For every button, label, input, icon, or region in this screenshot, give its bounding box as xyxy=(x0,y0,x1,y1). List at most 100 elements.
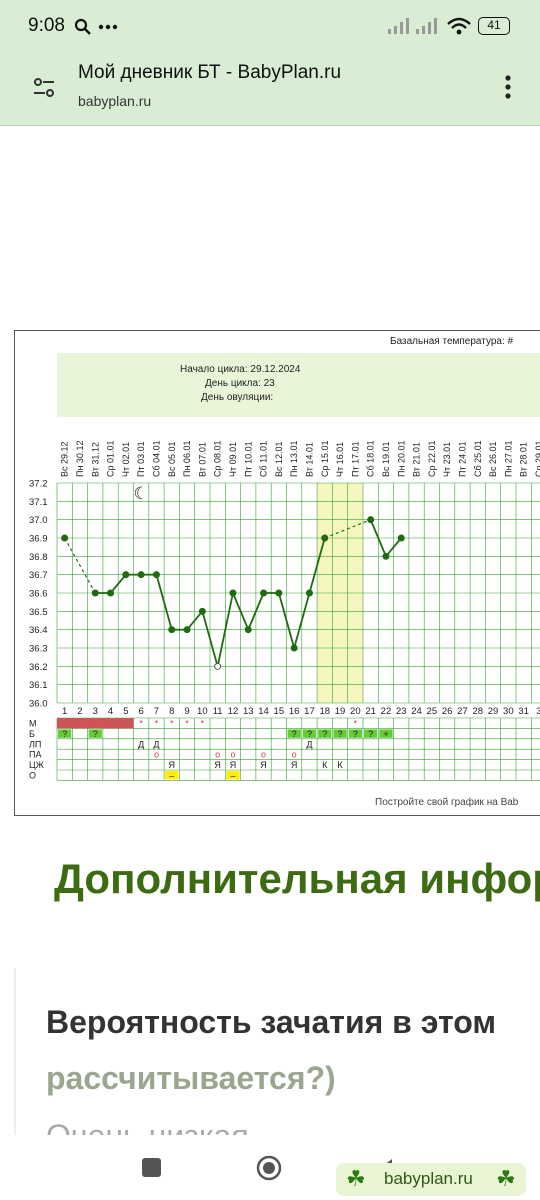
date-label: Пн 06.01 xyxy=(182,441,192,477)
row-mark: ? xyxy=(292,729,297,739)
day-number-label: 10 xyxy=(197,706,208,717)
card-question-continued: рассчитывается?) xyxy=(46,1060,336,1096)
menu-kebab-icon[interactable] xyxy=(504,74,512,100)
day-number-label: 30 xyxy=(503,706,514,717)
page-title[interactable]: Мой дневник БТ - BabyPlan.ru xyxy=(78,62,342,83)
y-tick-label: 36.7 xyxy=(29,570,48,581)
day-number-label: 11 xyxy=(213,706,223,717)
battery-level: 41 xyxy=(487,18,501,32)
row-mark: ? xyxy=(62,729,67,739)
row-label: ПА xyxy=(29,750,41,760)
row-mark: + xyxy=(383,729,388,739)
temperature-point xyxy=(367,516,375,524)
temperature-segment-dashed xyxy=(64,537,96,594)
y-tick-label: 36.2 xyxy=(29,662,48,673)
row-mark: Я xyxy=(214,760,221,770)
temperature-segment xyxy=(155,574,173,630)
mark-cell-bg xyxy=(165,771,179,780)
moon-icon: ☾ xyxy=(134,484,149,504)
page-url[interactable]: babyplan.ru xyxy=(78,93,152,109)
site-badge[interactable]: ☘ babyplan.ru ☘ xyxy=(336,1163,526,1196)
row-mark: Я xyxy=(169,760,176,770)
site-settings-icon[interactable] xyxy=(32,76,56,100)
date-label: Вс 05.01 xyxy=(167,441,177,477)
row-mark: o xyxy=(230,750,235,760)
temperature-segment xyxy=(247,592,265,631)
day-number-label: 25 xyxy=(427,706,438,717)
y-tick-label: 37.0 xyxy=(29,515,48,526)
day-number-label: 3 xyxy=(536,706,540,717)
temperature-point xyxy=(305,589,313,597)
temperature-point xyxy=(91,589,99,597)
date-label: Чт 23.01 xyxy=(442,442,452,477)
date-label: Вт 14.01 xyxy=(304,442,314,477)
row-label: ЦЖ xyxy=(29,760,45,770)
row-label: М xyxy=(29,719,37,729)
section-heading: Дополнительная инфор xyxy=(54,855,540,902)
row-mark: К xyxy=(322,760,328,770)
date-label: Пн 27.01 xyxy=(503,441,513,477)
temperature-segment xyxy=(369,519,387,557)
row-mark: Я xyxy=(230,760,237,770)
day-number-label: 19 xyxy=(335,706,346,717)
row-mark: Д xyxy=(306,739,312,749)
row-mark: Д xyxy=(153,739,159,749)
date-label: Пт 17.01 xyxy=(350,441,360,477)
card-question: Вероятность зачатия в этом xyxy=(46,1004,497,1040)
y-tick-label: 37.2 xyxy=(29,479,48,490)
day-number-label: 2 xyxy=(77,706,82,717)
chart-footer: Постройте свой график на Bab xyxy=(375,796,519,808)
mark-cell-bg xyxy=(88,729,102,738)
date-label: Вт 21.01 xyxy=(412,442,422,477)
temperature-segment xyxy=(385,537,402,557)
day-number-label: 13 xyxy=(243,706,254,717)
recents-button[interactable] xyxy=(142,1158,161,1177)
day-number-label: 18 xyxy=(319,706,330,717)
home-button[interactable] xyxy=(255,1154,283,1182)
signal-icon xyxy=(388,18,409,34)
y-tick-label: 36.4 xyxy=(29,625,48,636)
date-label: Сб 11.01 xyxy=(259,441,269,477)
row-mark: * xyxy=(155,719,159,729)
temperature-point xyxy=(107,589,115,597)
row-mark: Д xyxy=(138,739,144,749)
bbt-chart: Базальная температура: # Начало цикла: 2… xyxy=(14,330,540,816)
date-label: Вс 29.12 xyxy=(60,441,70,477)
clover-icon-right: ☘ xyxy=(496,1166,516,1191)
temperature-point xyxy=(168,626,176,634)
day-number-label: 28 xyxy=(472,706,483,717)
temperature-point xyxy=(61,534,69,542)
bbt-label: Базальная температура: # xyxy=(390,336,514,347)
temperature-point xyxy=(229,589,237,597)
bbt-chart-svg: Базальная температура: # Начало цикла: 2… xyxy=(29,336,540,808)
temperature-point xyxy=(321,534,329,542)
day-number-label: 31 xyxy=(518,706,529,717)
row-mark: * xyxy=(201,719,205,729)
menstruation-cell xyxy=(118,718,134,729)
date-label: Пт 24.01 xyxy=(457,441,467,477)
row-mark: o xyxy=(215,750,220,760)
day-number-label: 21 xyxy=(365,706,376,717)
menstruation-cell xyxy=(87,718,103,729)
row-mark: ? xyxy=(322,729,327,739)
row-label: Б xyxy=(29,729,35,739)
battery-icon: 41 xyxy=(478,17,510,35)
row-mark: * xyxy=(354,719,358,729)
row-mark: ? xyxy=(93,729,98,739)
row-mark: – xyxy=(230,771,235,781)
row-mark: К xyxy=(337,760,343,770)
row-mark: ? xyxy=(307,729,312,739)
day-number-label: 9 xyxy=(184,706,189,717)
date-label: Сб 18.01 xyxy=(366,440,376,477)
wifi-icon xyxy=(447,17,471,35)
clover-icon: ☘ xyxy=(346,1166,366,1191)
day-number-label: 20 xyxy=(350,706,361,717)
date-label: Чт 02.01 xyxy=(121,442,131,477)
mark-cell-bg xyxy=(302,729,317,738)
row-label: ЛП xyxy=(29,739,41,749)
y-tick-label: 37.1 xyxy=(29,497,48,508)
more-dots-icon xyxy=(98,24,118,30)
browser-toolbar: Мой дневник БТ - BabyPlan.ru babyplan.ru xyxy=(0,52,540,126)
date-label: Сб 25.01 xyxy=(473,440,483,477)
temperature-segment xyxy=(109,574,127,594)
